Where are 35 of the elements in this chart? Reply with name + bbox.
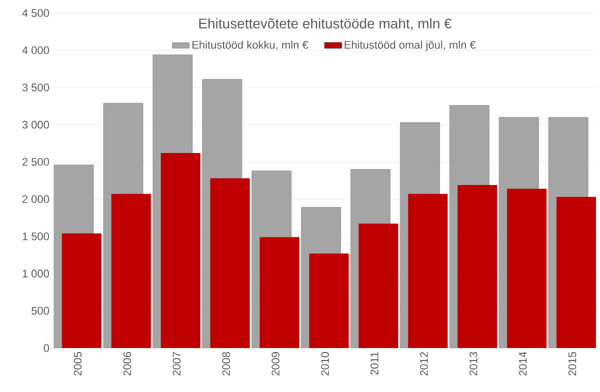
x-tick-label: 2009 [272, 352, 280, 376]
x-tick-label: 2005 [74, 352, 82, 376]
bar [556, 196, 596, 348]
chart-title: Ehitusettevõtete ehitustööde maht, mln € [199, 18, 452, 30]
x-tick-label: 2008 [222, 352, 230, 376]
y-tick-label: 3 000 [22, 120, 50, 129]
x-tick-label: 2007 [172, 352, 181, 376]
bar [408, 194, 448, 348]
bar [260, 237, 300, 348]
y-tick-label: 4 000 [22, 46, 50, 54]
y-tick-label: 4 500 [22, 9, 50, 17]
x-tick-label: 2011 [370, 352, 378, 375]
x-tick-label: 2010 [321, 352, 329, 376]
bar [506, 188, 547, 348]
y-tick-label: 0 [44, 344, 50, 352]
y-tick-label: 1 000 [22, 270, 50, 278]
bar [458, 184, 498, 348]
bar [358, 224, 398, 348]
legend-label: Ehitustööd kokku, mln € [192, 40, 308, 50]
y-tick-label: 1 500 [22, 232, 50, 240]
x-tick-label: 2013 [469, 352, 478, 376]
y-tick-label: 3 500 [22, 84, 50, 92]
x-tick-label: 2006 [123, 352, 132, 376]
bar [309, 253, 349, 348]
y-tick-label: 500 [32, 306, 50, 315]
x-tick-label: 2012 [420, 352, 428, 376]
bar [160, 152, 200, 348]
legend-label: Ehitustööd omal jõul, mln € [344, 40, 476, 51]
bar [62, 233, 102, 348]
bar [111, 194, 151, 348]
y-tick-label: 2 500 [22, 158, 50, 166]
bar [210, 178, 250, 348]
x-tick-label: 2014 [518, 352, 527, 376]
x-tick-label: 2015 [568, 352, 576, 376]
y-tick-label: 2 000 [22, 195, 50, 204]
